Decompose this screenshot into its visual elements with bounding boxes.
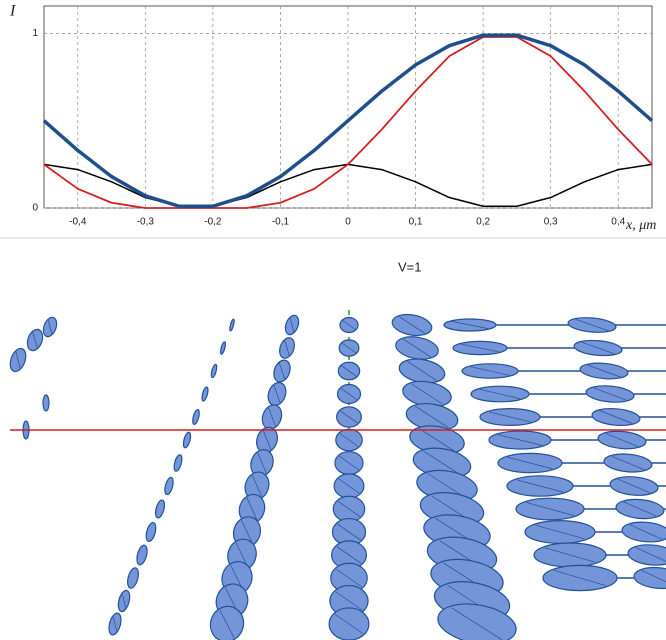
ellipse-axis — [617, 478, 651, 494]
ellipse-axis — [451, 321, 489, 329]
ellipse-axis — [629, 524, 663, 540]
ellipse — [145, 522, 157, 542]
y-axis-label: I — [9, 3, 16, 20]
ellipse-axis — [335, 591, 363, 611]
ellipse — [229, 318, 235, 332]
ellipse-axis — [575, 319, 609, 331]
ellipse-axis — [268, 407, 276, 427]
ellipse-axis — [262, 430, 272, 450]
ellipse-axis — [641, 570, 666, 586]
ellipse — [219, 341, 227, 355]
ellipse — [136, 544, 148, 566]
ellipse — [42, 394, 50, 412]
x-tick-label: -0,4 — [69, 217, 87, 228]
ellipse-axis — [451, 607, 503, 640]
annotation: V=1 — [398, 259, 422, 274]
ellipse-axis — [599, 410, 633, 424]
x-tick-label: 0,3 — [544, 217, 558, 228]
ellipse-axis — [403, 338, 431, 358]
series-line — [42, 33, 654, 209]
ellipse-axis — [554, 570, 606, 586]
ellipse-axis — [535, 524, 585, 540]
ellipse-axis — [235, 542, 249, 568]
ellipse-axis — [461, 343, 499, 353]
ellipse-axis — [526, 502, 574, 516]
ellipse-axis — [336, 568, 362, 588]
ellipse — [164, 476, 174, 496]
ellipse-axis — [415, 405, 449, 429]
ellipse-axis — [423, 450, 461, 476]
ellipse-axis — [516, 479, 564, 493]
x-tick-label: -0,3 — [137, 217, 155, 228]
x-tick-label: 0,1 — [409, 217, 423, 228]
ellipse-axis — [246, 497, 258, 521]
ellipse-axis — [341, 342, 357, 354]
ellipse-axis — [544, 547, 596, 563]
ellipse-axis — [342, 320, 356, 330]
ellipse-axis — [334, 614, 364, 634]
ellipse-axis — [340, 410, 358, 424]
ellipse-axis — [419, 428, 455, 452]
ellipse-axis — [337, 523, 361, 541]
ellipse — [210, 363, 218, 379]
ellipse-axis — [623, 501, 657, 517]
ellipse-axis — [339, 433, 359, 447]
ellipse-axis — [241, 520, 253, 544]
ellipse-axis — [273, 385, 281, 403]
ellipse — [127, 567, 139, 589]
ellipse-axis — [341, 365, 357, 377]
ellipse-axis — [498, 434, 542, 446]
ellipse-axis — [488, 411, 532, 423]
ellipse-axis — [407, 361, 437, 381]
ellipse-axis — [605, 433, 639, 447]
x-tick-label: -0,2 — [204, 217, 222, 228]
x-tick-label: 0,2 — [476, 217, 490, 228]
ellipse-axis — [112, 616, 118, 632]
x-tick-label: 0 — [345, 217, 351, 228]
ellipse-axis — [336, 546, 362, 564]
ellipse — [182, 431, 192, 449]
ellipse-axis — [15, 351, 21, 369]
ellipse-axis — [338, 455, 360, 471]
series-line — [43, 36, 653, 209]
ellipse-axis — [470, 366, 510, 376]
y-tick-label: 0 — [32, 203, 38, 214]
x-tick-label: -0,1 — [272, 217, 290, 228]
ellipse-axis — [635, 547, 666, 563]
ellipse-axis — [289, 317, 295, 333]
ellipse — [192, 409, 200, 425]
ellipse-axis — [593, 387, 627, 401]
ellipse-axis — [479, 388, 521, 400]
y-tick-label: 1 — [32, 28, 38, 39]
ellipse — [201, 386, 209, 402]
ellipse-axis — [411, 383, 443, 405]
ellipse-axis — [611, 455, 645, 471]
ellipse-axis — [121, 593, 127, 609]
ellipse-axis — [338, 478, 360, 494]
ellipse-axis — [587, 364, 621, 378]
x-tick-label: 0,4 — [611, 217, 625, 228]
ellipse-axis — [340, 388, 358, 400]
ellipse-axis — [219, 609, 235, 639]
polarization-field — [9, 310, 666, 640]
ellipse-axis — [257, 452, 267, 474]
ellipse-axis — [278, 362, 286, 380]
ellipse-axis — [251, 475, 263, 497]
ellipse — [154, 499, 166, 519]
ellipse-axis — [337, 501, 361, 517]
ellipse-axis — [47, 319, 53, 335]
x-axis-label: x, μm — [625, 218, 656, 233]
ellipse-axis — [507, 456, 553, 470]
ellipse — [173, 454, 183, 472]
ellipse-axis — [581, 341, 615, 355]
ellipse-axis — [284, 340, 290, 356]
ellipse-axis — [32, 332, 38, 348]
ellipse-axis — [399, 316, 425, 334]
